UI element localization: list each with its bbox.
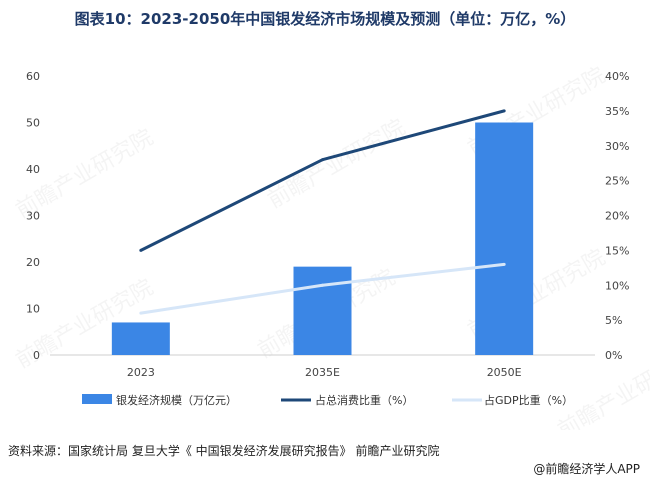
point-consumption-2035E <box>321 158 324 162</box>
watermark-text: 前瞻产业研究院 <box>264 115 410 214</box>
y-right-tick-label: 0% <box>605 349 622 362</box>
bar-2050E <box>475 122 534 355</box>
point-consumption-2050E <box>502 109 506 113</box>
point-gdp-2050E <box>502 262 506 266</box>
y-right-tick-label: 15% <box>605 244 629 257</box>
y-left-tick-label: 40 <box>26 163 40 176</box>
point-gdp-2035E <box>321 283 324 287</box>
y-right-tick-label: 35% <box>605 105 629 118</box>
bar-2023 <box>111 322 170 355</box>
x-tick-label: 2050E <box>487 366 522 379</box>
y-right-tick-label: 20% <box>605 210 629 223</box>
y-left-tick-label: 20 <box>26 256 40 269</box>
legend-label-gdp: 占GDP比重（%） <box>484 393 573 407</box>
legend-label-consumption: 占总消费比重（%） <box>315 393 413 407</box>
legend-swatch-bar <box>82 394 112 404</box>
y-left-tick-label: 60 <box>26 70 40 83</box>
point-gdp-2023 <box>139 311 143 315</box>
y-left-tick-label: 10 <box>26 303 40 316</box>
x-tick-label: 2035E <box>305 366 340 379</box>
y-left-tick-label: 0 <box>33 349 40 362</box>
legend-label-bar: 银发经济规模（万亿元） <box>116 393 237 407</box>
watermark-text: 前瞻产业研究院 <box>554 345 650 430</box>
x-tick-label: 2023 <box>127 366 155 379</box>
y-right-tick-label: 40% <box>605 70 629 83</box>
point-consumption-2023 <box>139 248 143 252</box>
source-note: 资料来源：国家统计局 复旦大学《 中国银发经济发展研究报告》 前瞻产业研究院 <box>8 444 440 458</box>
y-right-tick-label: 10% <box>605 279 629 292</box>
y-right-tick-label: 25% <box>605 175 629 188</box>
y-right-tick-label: 5% <box>605 314 622 327</box>
y-right-tick-label: 30% <box>605 140 629 153</box>
brand-credit: @前瞻经济学人APP <box>533 462 640 476</box>
chart-title: 图表10：2023-2050年中国银发经济市场规模及预测（单位：万亿，%） <box>74 10 576 28</box>
y-left-tick-label: 30 <box>26 210 40 223</box>
bar-2035E <box>293 266 352 355</box>
y-left-tick-label: 50 <box>26 117 40 130</box>
